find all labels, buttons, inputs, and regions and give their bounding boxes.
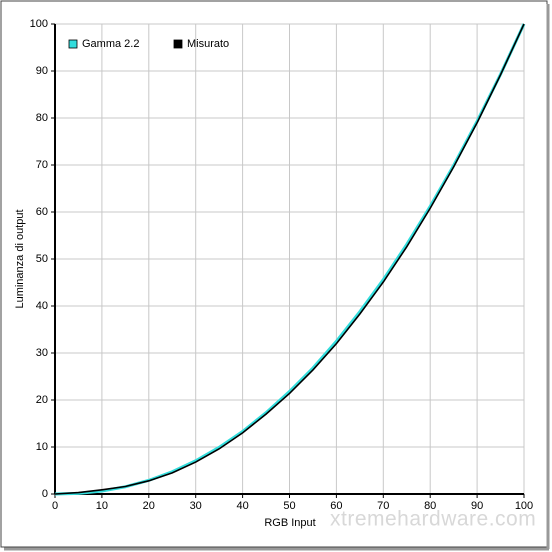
- y-axis-label: Luminanza di output: [14, 209, 26, 308]
- x-tick-label: 40: [236, 500, 248, 512]
- x-tick-label: 50: [283, 500, 295, 512]
- x-axis-label: RGB Input: [264, 517, 315, 529]
- y-tick-label: 0: [42, 488, 48, 500]
- y-tick-label: 50: [36, 253, 48, 265]
- y-tick-label: 90: [36, 65, 48, 77]
- legend-label: Gamma 2.2: [82, 38, 139, 50]
- legend-swatch: [173, 39, 183, 49]
- y-tick-label: 100: [30, 18, 48, 30]
- legend-swatch: [68, 39, 78, 49]
- y-tick-label: 70: [36, 159, 48, 171]
- x-tick-label: 20: [143, 500, 155, 512]
- y-tick-label: 80: [36, 112, 48, 124]
- y-tick-label: 40: [36, 300, 48, 312]
- x-tick-label: 0: [52, 500, 58, 512]
- y-tick-label: 60: [36, 206, 48, 218]
- x-tick-label: 60: [330, 500, 342, 512]
- x-tick-label: 80: [424, 500, 436, 512]
- y-tick-label: 10: [36, 441, 48, 453]
- x-tick-label: 10: [96, 500, 108, 512]
- y-tick-label: 20: [36, 394, 48, 406]
- legend-label: Misurato: [187, 38, 229, 50]
- x-tick-label: 100: [515, 500, 533, 512]
- watermark: xtremehardware.com: [330, 508, 536, 531]
- y-tick-label: 30: [36, 347, 48, 359]
- x-tick-label: 90: [471, 500, 483, 512]
- x-tick-label: 70: [377, 500, 389, 512]
- series-line: [54, 23, 525, 495]
- x-tick-label: 30: [190, 500, 202, 512]
